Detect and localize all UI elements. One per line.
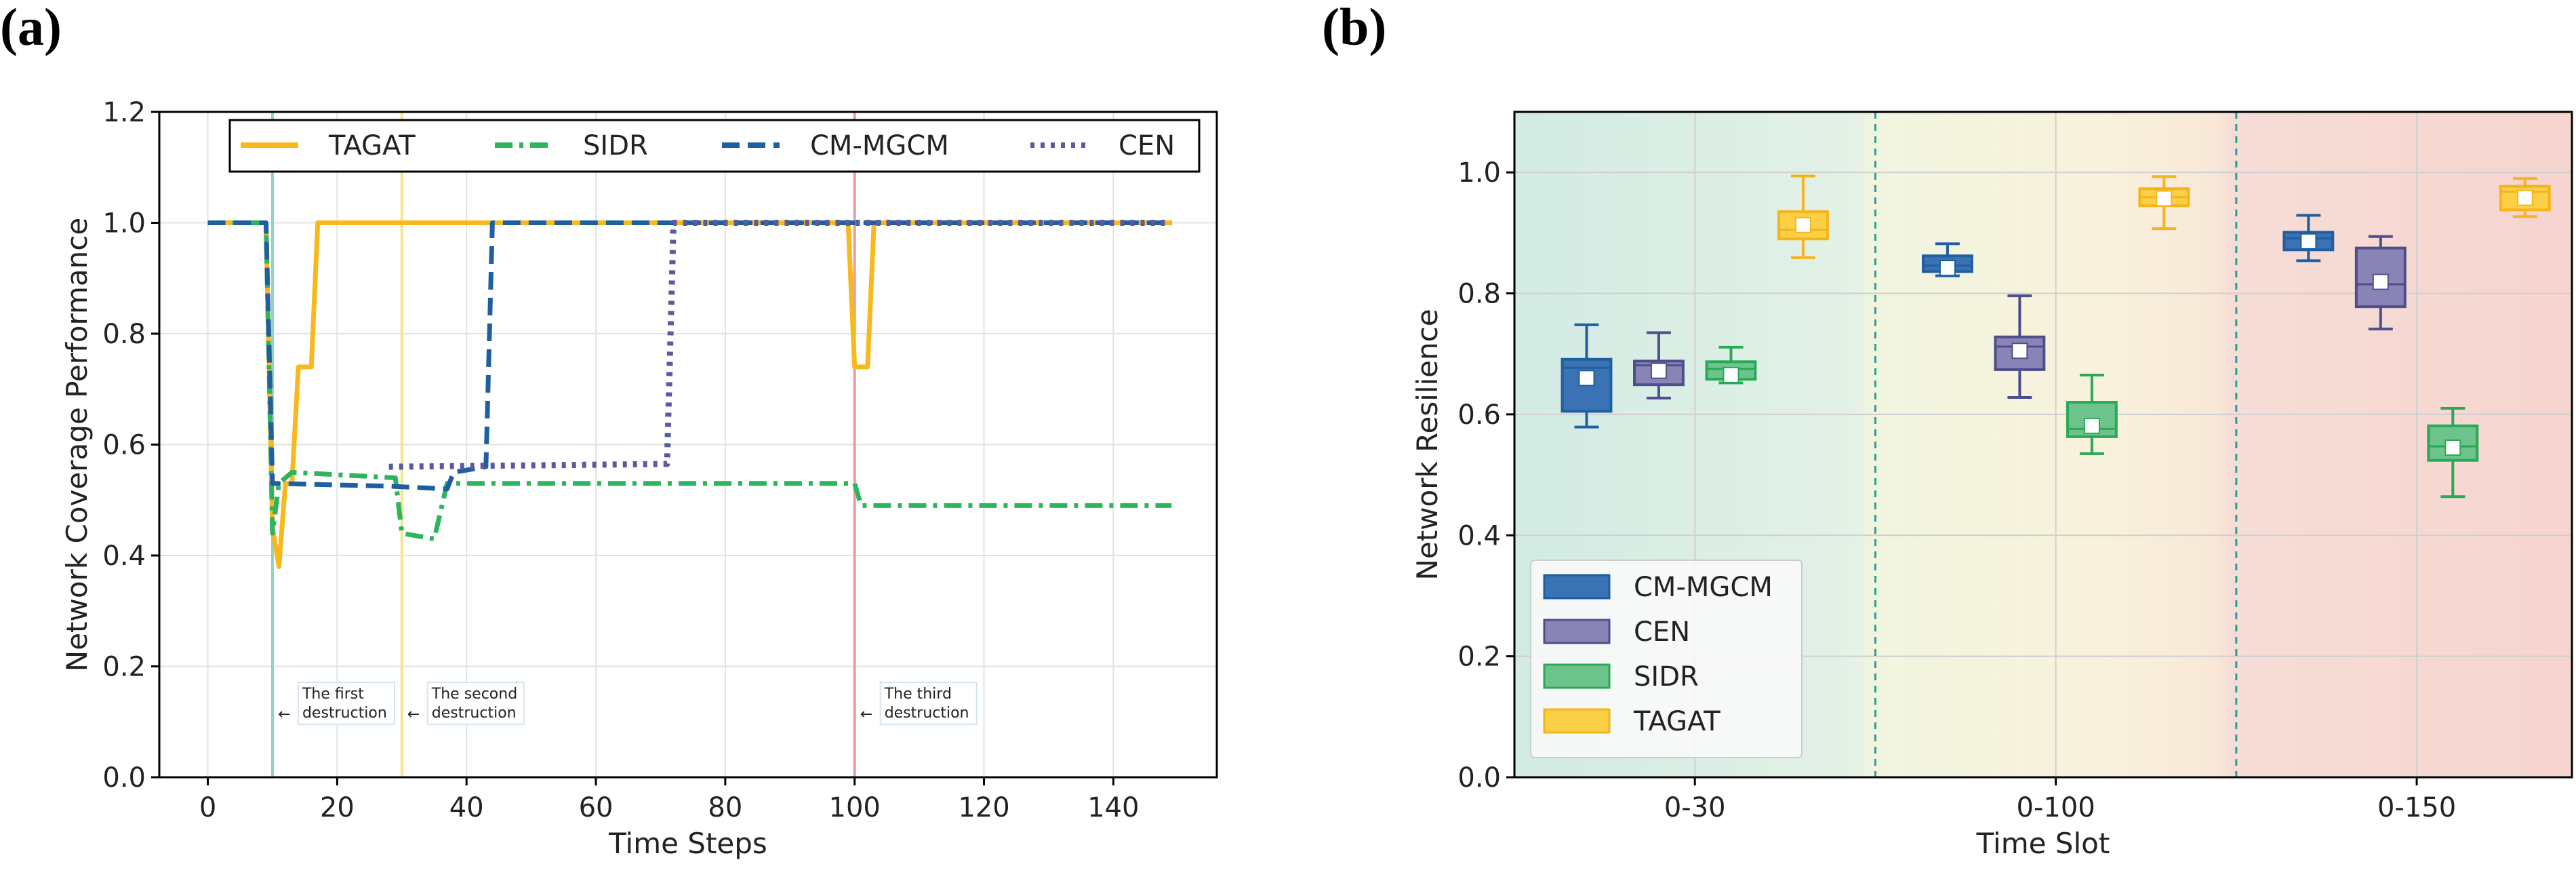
y-tick-label: 1.0 [1457,157,1501,189]
series-line-sidr [207,220,1172,541]
x-tick-label: 0 [199,792,216,823]
annotation-box [426,682,525,725]
x-tick-label: 60 [579,792,613,823]
annotation-text: destruction [432,705,517,722]
annotation-box [297,682,395,725]
mean-marker [1939,260,1956,277]
legend-box [228,119,1201,173]
box-tagat-0-30 [1777,174,1829,259]
y-tick-label: 0.8 [1457,279,1501,310]
panel-b-label: (b) [1322,0,1386,56]
legend-label: CM-MGCM [810,130,949,161]
y-tick-label: 0.2 [102,652,146,683]
mean-marker [1723,366,1739,383]
annotation-box [879,682,978,725]
annotation-text: destruction [885,705,969,722]
legend-label: TAGAT [1633,706,1720,737]
box-sidr-0-30 [1705,345,1757,385]
annotation-arrow-icon: ← [407,706,420,723]
legend-label: TAGAT [328,130,416,161]
legend-label: CM-MGCM [1634,572,1773,603]
x-axis-label: Time Steps [608,827,767,860]
legend-label: CEN [1119,130,1175,161]
mean-marker [2372,273,2389,290]
box-sidr-0-150 [2427,406,2479,499]
annotation-text: The first [302,686,364,703]
plot-frame [158,111,1218,779]
legend-label: SIDR [1634,661,1699,692]
x-axis-label: Time Slot [1976,827,2110,860]
y-tick-label: 0.2 [1457,642,1501,673]
mean-marker [1650,362,1667,379]
panel-a-label: (a) [0,0,62,56]
legend: CM-MGCM CEN SIDR TAGAT [1530,560,1803,758]
legend-swatch-cen [1543,619,1611,644]
mean-marker [2156,190,2173,207]
mean-marker [2516,189,2533,206]
y-tick-label: 1.0 [102,208,146,239]
x-tick-label: 140 [1087,792,1139,823]
y-tick-label: 0.0 [1457,762,1501,794]
y-tick-label: 0.0 [102,762,146,794]
legend-box [1530,560,1803,758]
box-cm-mgcm-0-100 [1921,242,1973,277]
y-tick-label: 0.6 [102,430,146,461]
box-tagat-0-150 [2499,177,2551,218]
x-tick-label: 20 [320,792,355,823]
y-tick-label: 0.4 [1457,520,1501,551]
y-tick-label: 0.8 [102,319,146,350]
x-tick-label: 100 [829,792,881,823]
x-tick-label: 0-30 [1664,792,1726,823]
y-tick-label: 0.4 [102,541,146,572]
y-tick-label: 1.2 [102,97,146,128]
mean-marker [2011,343,2028,359]
box-cen-0-150 [2354,235,2407,331]
boxplot-resilience: 0.00.20.40.60.81.00-30 0-100 0-150CM-MGCMC… [1411,111,2573,860]
box-cen-0-30 [1633,331,1685,399]
annotation-text: The third [884,686,952,703]
box-cm-mgcm-0-30 [1561,323,1613,429]
series-line-cm-mgcm [207,220,1172,492]
mean-marker [2083,417,2100,434]
y-axis-label: Network Resilience [1411,309,1444,580]
plot-frame [1513,111,2573,779]
y-tick-label: 0.6 [1457,399,1501,431]
box-tagat-0-100 [2138,175,2190,231]
x-tick-label: 0-100 [2017,792,2095,823]
legend-swatch-cm-mgcm [1543,574,1611,600]
mean-marker [1794,216,1811,233]
legend-label: SIDR [583,130,648,161]
annotation-arrow-icon: ← [278,706,290,723]
x-tick-label: 120 [958,792,1009,823]
box-cm-mgcm-0-150 [2282,214,2335,262]
x-tick-label: 0-150 [2377,792,2456,823]
legend-label: CEN [1634,617,1690,648]
line-chart-coverage: 0 20 40 60 80 100 120 140 0.0 0.2 0.4 0.6 0.8 1.0 1.2 T… [60,97,1218,860]
legend-swatch-tagat [1543,708,1611,734]
x-tick-label: 40 [449,792,484,823]
x-tick-label: 80 [708,792,742,823]
mean-marker [2300,233,2317,250]
annotation-text: The second [431,686,517,703]
box-sidr-0-100 [2066,373,2118,455]
legend-swatch-sidr [1543,663,1611,689]
series-line-cen [388,220,1172,470]
legend: TAGAT SIDR CM-MGCM CEN [228,119,1201,173]
y-axis-label: Network Coverage Performance [60,218,94,671]
mean-marker [2444,439,2461,456]
box-cen-0-100 [1994,294,2046,399]
annotation-arrow-icon: ← [860,706,872,723]
mean-marker [1578,370,1595,387]
annotation-text: destruction [302,705,387,722]
